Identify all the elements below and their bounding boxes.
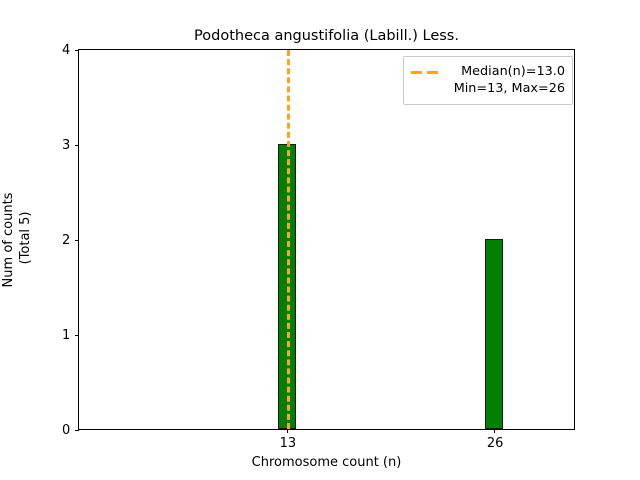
legend: Median(n)=13.0 Min=13, Max=26: [403, 56, 573, 105]
plot-area: 0 1 2 3 4 13 26: [62, 43, 575, 451]
dash-segment-1: [411, 71, 422, 74]
y-axis-title-container: Num of counts (Total 5): [0, 49, 34, 430]
y-tick-label-2: 2: [62, 232, 71, 248]
legend-median-line-icon: [411, 64, 442, 81]
y-tick-1: 1: [62, 328, 79, 343]
y-tick-3: 3: [62, 138, 79, 153]
bars-layer: [79, 50, 574, 429]
y-tick-label-1: 1: [62, 327, 71, 343]
x-tick-label-13: 13: [279, 435, 297, 451]
dash-segment-2: [427, 71, 438, 74]
median-line: [286, 50, 290, 429]
y-tick-label-3: 3: [62, 137, 71, 153]
x-tick-13: 13: [280, 429, 296, 451]
bar-26: [485, 239, 503, 429]
y-axis-title: Num of counts (Total 5): [1, 192, 33, 287]
chart-title: Podotheca angustifolia (Labill.) Less.: [194, 28, 459, 44]
y-tick-label-0: 0: [62, 422, 71, 438]
legend-entry-text: Median(n)=13.0 Min=13, Max=26: [449, 63, 565, 97]
legend-minmax-label: Min=13, Max=26: [453, 81, 565, 96]
x-tick-26: 26: [487, 429, 503, 451]
y-tick-label-4: 4: [62, 43, 71, 58]
y-tick-2: 2: [62, 233, 79, 248]
y-tick-0: 0: [62, 423, 79, 438]
x-axis-title: Chromosome count (n): [251, 455, 402, 470]
x-tick-label-26: 26: [486, 435, 504, 451]
y-tick-4: 4: [62, 43, 79, 58]
legend-median-label: Median(n)=13.0: [461, 64, 565, 79]
